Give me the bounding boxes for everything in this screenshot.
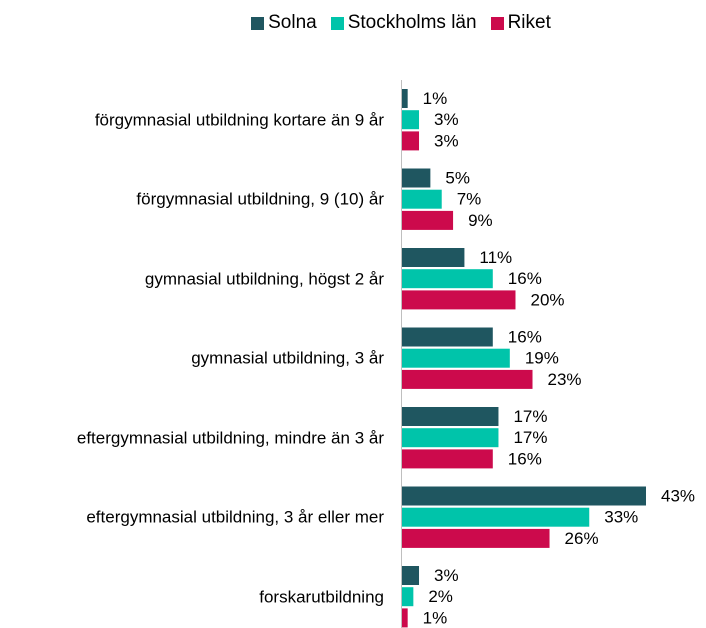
value-label: 3% <box>434 110 459 129</box>
legend: Solna Stockholms län Riket <box>0 12 706 34</box>
value-label: 3% <box>434 566 459 585</box>
bar <box>402 407 499 426</box>
value-label: 7% <box>457 190 482 209</box>
bar <box>402 428 499 448</box>
category-label: gymnasial utbildning, högst 2 år <box>18 268 384 289</box>
value-label: 17% <box>513 407 547 426</box>
bar <box>402 486 646 506</box>
bar <box>402 210 454 230</box>
bar <box>402 608 408 628</box>
value-label: 9% <box>468 211 493 230</box>
category-text: forskarutbildning <box>259 587 384 607</box>
value-label: 17% <box>513 428 547 447</box>
category-text: eftergymnasial utbildning, 3 år eller me… <box>86 507 384 527</box>
legend-item: Solna <box>251 12 317 34</box>
category-label: förgymnasial utbildning kortare än 9 år <box>18 109 384 130</box>
category-text: eftergymnasial utbildning, mindre än 3 å… <box>76 428 384 448</box>
bar <box>402 290 516 310</box>
bar <box>402 89 408 108</box>
legend-item: Stockholms län <box>330 12 477 34</box>
category-label: gymnasial utbildning, 3 år <box>18 348 384 369</box>
category-text: förgymnasial utbildning kortare än 9 år <box>94 110 384 130</box>
bar <box>402 327 493 347</box>
bar <box>402 189 442 209</box>
bar <box>402 587 414 607</box>
category-text: gymnasial utbildning, högst 2 år <box>144 269 384 289</box>
value-label: 23% <box>548 370 582 389</box>
value-label: 5% <box>445 168 470 187</box>
bar <box>402 348 510 368</box>
value-label: 16% <box>508 327 542 346</box>
category-label: forskarutbildning <box>18 586 384 607</box>
value-label: 16% <box>508 449 542 468</box>
value-label: 16% <box>508 269 542 288</box>
value-label: 1% <box>423 608 448 627</box>
value-label: 3% <box>434 131 459 150</box>
category-text: gymnasial utbildning, 3 år <box>191 348 384 368</box>
legend-swatch <box>490 16 504 30</box>
legend-label: Riket <box>507 12 551 33</box>
bar <box>402 168 431 188</box>
value-label: 20% <box>530 290 564 309</box>
category-text: förgymnasial utbildning, 9 (10) år <box>136 189 384 209</box>
bar <box>402 269 493 289</box>
category-label: eftergymnasial utbildning, 3 år eller me… <box>18 507 384 528</box>
bar <box>402 131 420 151</box>
legend-item: Riket <box>490 12 551 34</box>
legend-swatch <box>251 16 265 30</box>
bar <box>402 507 590 527</box>
value-label: 19% <box>525 349 559 368</box>
category-label: eftergymnasial utbildning, mindre än 3 å… <box>18 427 384 448</box>
value-label: 11% <box>479 248 512 267</box>
value-label: 26% <box>565 529 599 548</box>
legend-label: Stockholms län <box>347 12 477 33</box>
legend-swatch <box>330 16 344 30</box>
bar <box>402 369 533 389</box>
bar <box>402 566 420 585</box>
value-label: 33% <box>604 508 638 527</box>
value-label: 1% <box>423 89 448 108</box>
value-label: 2% <box>428 587 453 606</box>
bar <box>402 528 550 548</box>
bar <box>402 449 493 469</box>
bar <box>402 110 420 130</box>
category-label: förgymnasial utbildning, 9 (10) år <box>18 189 384 210</box>
legend-label: Solna <box>268 12 317 33</box>
value-label: 43% <box>661 486 695 505</box>
bar <box>402 248 465 267</box>
